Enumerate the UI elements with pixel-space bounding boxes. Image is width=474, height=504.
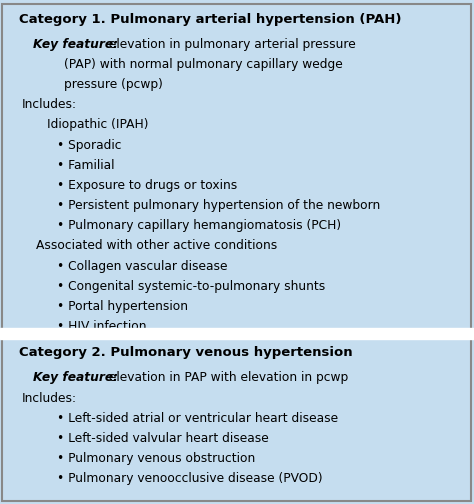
Text: • Congenital systemic-to-pulmonary shunts: • Congenital systemic-to-pulmonary shunt… [57, 280, 325, 293]
Text: • Left-sided atrial or ventricular heart disease: • Left-sided atrial or ventricular heart… [57, 412, 338, 425]
Text: • Portal hypertension: • Portal hypertension [57, 300, 188, 313]
Text: Category 1. Pulmonary arterial hypertension (PAH): Category 1. Pulmonary arterial hypertens… [19, 13, 401, 26]
Text: • Exposure to drugs or toxins: • Exposure to drugs or toxins [57, 179, 237, 192]
Text: • Collagen vascular disease: • Collagen vascular disease [57, 260, 228, 273]
Text: Includes:: Includes: [21, 392, 76, 405]
Text: Key feature:: Key feature: [33, 371, 118, 385]
Text: • Pulmonary capillary hemangiomatosis (PCH): • Pulmonary capillary hemangiomatosis (P… [57, 219, 341, 232]
Text: elevation in pulmonary arterial pressure: elevation in pulmonary arterial pressure [105, 38, 356, 51]
Text: pressure (pcwp): pressure (pcwp) [64, 78, 163, 91]
Text: • Sporadic: • Sporadic [57, 139, 121, 152]
Bar [0, 328, 474, 339]
Text: • Pulmonary venoocclusive disease (PVOD): • Pulmonary venoocclusive disease (PVOD) [57, 472, 322, 485]
Text: Idiopathic (IPAH): Idiopathic (IPAH) [47, 118, 149, 132]
Text: • Persistent pulmonary hypertension of the newborn: • Persistent pulmonary hypertension of t… [57, 199, 380, 212]
Text: • Left-sided valvular heart disease: • Left-sided valvular heart disease [57, 432, 269, 445]
Text: • Pulmonary venous obstruction: • Pulmonary venous obstruction [57, 452, 255, 465]
Text: (PAP) with normal pulmonary capillary wedge: (PAP) with normal pulmonary capillary we… [64, 58, 343, 71]
Text: Category 2. Pulmonary venous hypertension: Category 2. Pulmonary venous hypertensio… [19, 346, 353, 359]
Text: Key feature:: Key feature: [33, 38, 118, 51]
Text: • Familial: • Familial [57, 159, 114, 172]
Text: Includes:: Includes: [21, 98, 76, 111]
Text: elevation in PAP with elevation in pcwp: elevation in PAP with elevation in pcwp [105, 371, 348, 385]
Text: • HIV infection: • HIV infection [57, 320, 146, 333]
Text: Associated with other active conditions: Associated with other active conditions [36, 239, 277, 253]
